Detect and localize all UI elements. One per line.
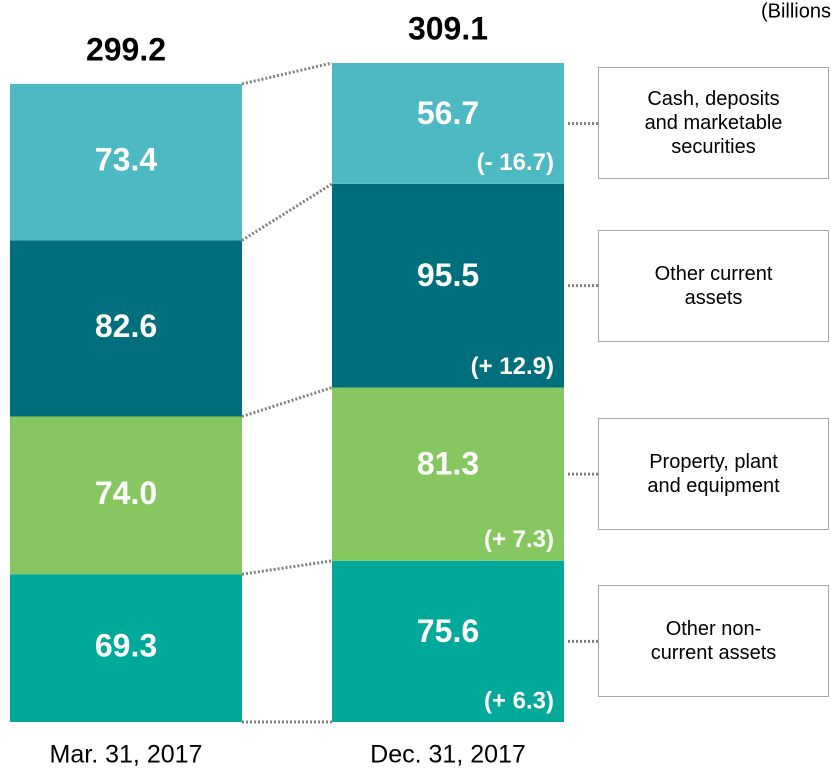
connector: [241, 559, 333, 576]
change-label: (+ 7.3): [484, 526, 554, 553]
bar-segment: [332, 183, 564, 388]
value-label: 56.7: [417, 95, 479, 131]
legend-box: Other current assets: [598, 229, 829, 342]
connector: [241, 182, 333, 242]
value-label: 69.3: [95, 628, 157, 664]
connector: [241, 386, 333, 418]
change-label: (+ 12.9): [471, 353, 554, 380]
bar-segment: [332, 63, 564, 184]
legend-box: Other non-current assets: [598, 585, 829, 698]
bar-segment: [10, 574, 242, 722]
legend-box: Cash, deposits and marketable securities: [598, 67, 829, 180]
category-label: Mar. 31, 2017: [50, 741, 203, 769]
bar-segment: [332, 387, 564, 561]
legend-box: Property, plant and equipment: [598, 418, 829, 531]
change-label: (- 16.7): [477, 149, 554, 176]
value-label: 82.6: [95, 308, 157, 344]
value-label: 73.4: [95, 142, 157, 178]
total-label: 299.2: [86, 31, 166, 67]
bar-segment: [10, 83, 242, 241]
value-label: 95.5: [417, 257, 479, 293]
unit: (Billions: [761, 0, 831, 22]
value-label: 75.6: [417, 613, 479, 649]
value-label: 74.0: [95, 475, 157, 511]
connector: [241, 61, 333, 86]
bar-segment: [10, 240, 242, 417]
total-label: 309.1: [408, 10, 488, 46]
value-label: 81.3: [417, 446, 479, 482]
bar-segment: [332, 560, 564, 722]
bar-segment: [10, 416, 242, 575]
category-label: Dec. 31, 2017: [370, 741, 526, 769]
change-label: (+ 6.3): [484, 687, 554, 714]
